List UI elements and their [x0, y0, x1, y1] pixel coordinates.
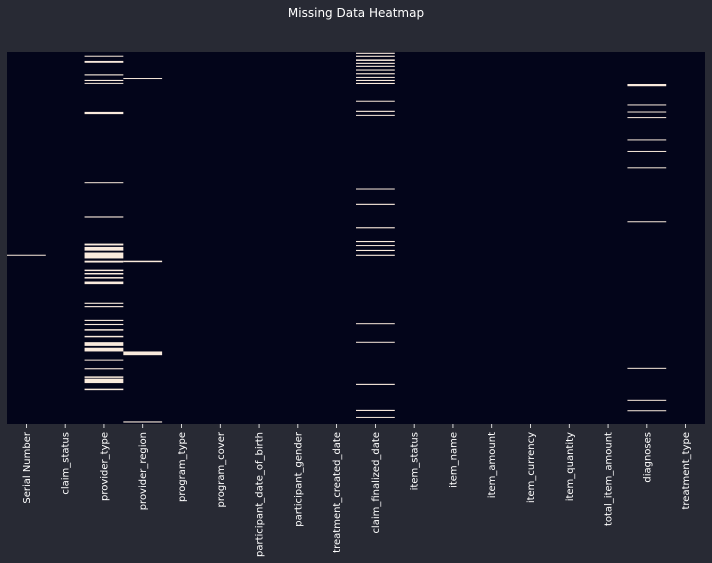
missing-cell-claim-finalized-date-13: [356, 188, 395, 190]
missing-cell-claim-finalized-date-19: [356, 254, 395, 256]
missing-cell-provider-type-0: [84, 55, 124, 57]
x-tick-label-total-item-amount: total_item_amount: [604, 432, 615, 526]
missing-cell-diagnoses-10: [627, 410, 667, 412]
x-tick-label-treatment-created-date: treatment_created_date: [332, 432, 343, 553]
missing-cell-claim-finalized-date-21: [356, 341, 395, 343]
x-tick-label-item-amount: item_amount: [487, 432, 498, 498]
missing-cell-provider-type-11: [84, 260, 124, 263]
missing-cell-claim-finalized-date-23: [356, 409, 395, 411]
x-tick-label-program-type: program_type: [177, 432, 188, 502]
x-tick-label-item-currency: item_currency: [526, 432, 537, 503]
missing-cell-claim-finalized-date-4: [356, 65, 395, 67]
missing-cell-claim-finalized-date-5: [356, 69, 395, 71]
missing-cell-provider-type-15: [84, 281, 124, 285]
missing-data-layer: [7, 52, 667, 423]
missing-cell-provider-type-5: [84, 111, 124, 115]
missing-cell-claim-finalized-date-18: [356, 249, 395, 252]
x-tick-label-item-name: item_name: [448, 432, 459, 488]
missing-cell-claim-finalized-date-9: [356, 82, 395, 84]
missing-cell-claim-finalized-date-11: [356, 110, 395, 112]
x-tick-label-claim-finalized-date: claim_finalized_date: [371, 432, 382, 534]
missing-cell-claim-finalized-date-20: [356, 323, 395, 325]
missing-cell-provider-type-21: [84, 335, 124, 338]
missing-cell-provider-region-2: [123, 351, 163, 356]
missing-cell-provider-region-1: [123, 260, 163, 263]
missing-cell-claim-finalized-date-6: [356, 73, 395, 75]
missing-cell-claim-finalized-date-8: [356, 79, 395, 82]
x-tick-label-program-cover: program_cover: [216, 431, 227, 507]
missing-cell-claim-finalized-date-0: [356, 52, 395, 54]
missing-cell-provider-type-24: [84, 359, 124, 361]
missing-cell-provider-type-1: [84, 60, 124, 63]
missing-cell-provider-type-18: [84, 319, 124, 321]
missing-cell-provider-type-10: [84, 252, 124, 259]
missing-cell-claim-finalized-date-1: [356, 55, 395, 57]
x-tick-label-provider-type: provider_type: [99, 432, 110, 501]
missing-cell-diagnoses-8: [627, 367, 667, 369]
missing-cell-provider-type-27: [84, 378, 124, 384]
missing-cell-provider-type-28: [84, 388, 124, 391]
missing-cell-diagnoses-2: [627, 111, 667, 113]
x-tick-label-participant-gender: participant_gender: [293, 431, 304, 527]
missing-cell-provider-type-23: [84, 347, 124, 352]
missing-cell-provider-type-9: [84, 246, 124, 251]
missing-cell-provider-type-22: [84, 342, 124, 346]
missing-cell-claim-finalized-date-7: [356, 76, 395, 78]
x-tick-label-item-quantity: item_quantity: [565, 432, 576, 501]
x-axis: Serial Number claim_status provider_type pr…: [22, 424, 692, 557]
missing-cell-diagnoses-5: [627, 150, 667, 152]
missing-cell-provider-type-26: [84, 376, 124, 378]
missing-cell-provider-type-2: [84, 74, 124, 76]
missing-cell-provider-type-7: [84, 216, 124, 218]
missing-cell-diagnoses-9: [627, 399, 667, 401]
missing-cell-diagnoses-4: [627, 139, 667, 141]
missing-cell-claim-finalized-date-12: [356, 114, 395, 116]
missing-cell-diagnoses-3: [627, 117, 667, 119]
x-tick-label-diagnoses: diagnoses: [642, 432, 653, 483]
missing-cell-claim-finalized-date-2: [356, 59, 395, 61]
missing-cell-provider-type-20: [84, 329, 124, 331]
missing-cell-provider-region-0: [123, 78, 163, 80]
x-tick-label-treatment-type: treatment_type: [681, 432, 692, 510]
missing-cell-diagnoses-1: [627, 104, 667, 106]
x-tick-label-claim-status: claim_status: [61, 432, 72, 495]
missing-cell-diagnoses-6: [627, 167, 667, 169]
missing-cell-provider-region-3: [123, 421, 163, 423]
missing-cell-claim-finalized-date-22: [356, 383, 395, 385]
missing-cell-claim-finalized-date-15: [356, 227, 395, 229]
missing-cell-provider-type-13: [84, 272, 124, 275]
missing-cell-provider-type-14: [84, 277, 124, 279]
missing-cell-claim-finalized-date-10: [356, 100, 395, 102]
missing-cell-provider-type-6: [84, 182, 124, 184]
x-tick-label-serial-number: Serial Number: [22, 431, 33, 504]
missing-cell-provider-type-8: [84, 243, 124, 246]
missing-cell-claim-finalized-date-24: [356, 416, 395, 418]
missing-cell-provider-type-16: [84, 302, 124, 304]
x-tick-label-participant-date-of-birth: participant_date_of_birth: [255, 432, 266, 557]
missing-cell-provider-type-25: [84, 368, 124, 370]
missing-cell-provider-type-3: [84, 79, 124, 82]
missing-cell-provider-type-17: [84, 306, 124, 308]
missing-cell-diagnoses-0: [627, 83, 667, 87]
missing-cell-claim-finalized-date-14: [356, 203, 395, 205]
chart-title: Missing Data Heatmap: [288, 6, 424, 20]
missing-cell-provider-type-12: [84, 269, 124, 272]
missing-cell-claim-finalized-date-3: [356, 62, 395, 64]
missing-cell-provider-type-19: [84, 323, 124, 326]
missing-cell-provider-type-4: [84, 82, 124, 84]
x-tick-label-item-status: item_status: [410, 432, 421, 490]
missing-cell-serial-number-0: [7, 254, 46, 256]
missing-cell-claim-finalized-date-17: [356, 245, 395, 247]
x-tick-label-provider-region: provider_region: [138, 432, 149, 510]
missing-cell-diagnoses-7: [627, 221, 667, 223]
missing-cell-claim-finalized-date-16: [356, 240, 395, 243]
